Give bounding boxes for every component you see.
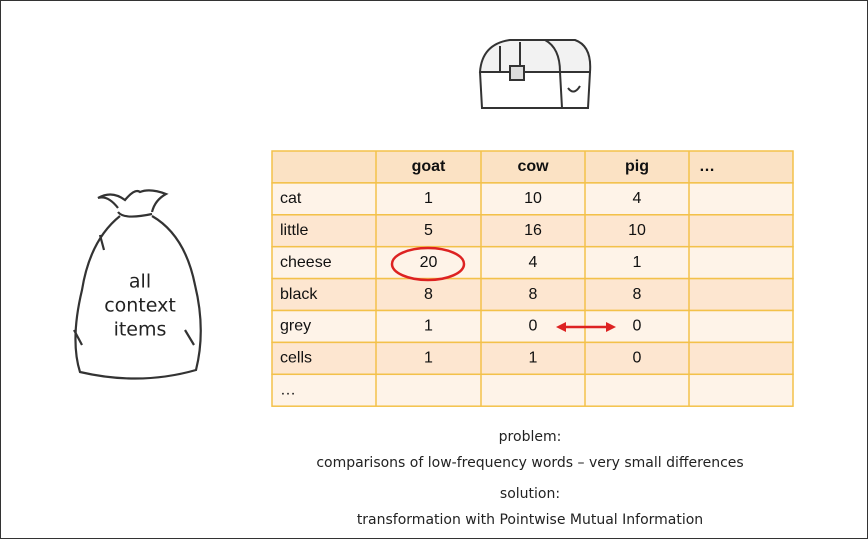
highlight-circle	[390, 246, 466, 282]
table-cell: 0	[633, 318, 642, 335]
column-header: goat	[412, 158, 446, 175]
table-cell: 1	[424, 190, 433, 207]
table-cell: 16	[524, 222, 542, 239]
column-header: pig	[625, 158, 649, 175]
table-row-bg	[271, 373, 794, 407]
problem-text: comparisons of low-frequency words – ver…	[316, 455, 743, 471]
table-cell: 1	[529, 350, 538, 367]
table-cell: 5	[424, 222, 433, 239]
solution-text: transformation with Pointwise Mutual Inf…	[357, 512, 703, 528]
table-cell: 0	[529, 318, 538, 335]
chest-icon	[478, 39, 592, 109]
table-row-bg	[271, 182, 794, 216]
table-cell: 4	[633, 190, 642, 207]
row-label: cat	[280, 190, 302, 207]
table-row-bg	[271, 150, 794, 184]
column-header: cow	[517, 158, 549, 175]
table-cell: 20	[420, 254, 438, 271]
row-label: …	[280, 381, 296, 398]
problem-title: problem:	[499, 429, 562, 445]
table-cell: 0	[633, 350, 642, 367]
bag-icon	[73, 189, 202, 380]
table-row-bg	[271, 214, 794, 248]
row-label: little	[280, 222, 309, 239]
table-row-bg	[271, 341, 794, 376]
solution-title: solution:	[500, 486, 560, 502]
table-cell: 8	[633, 286, 642, 303]
row-label: grey	[280, 318, 311, 335]
table-cell: 1	[633, 254, 642, 271]
table-cell: 1	[424, 318, 433, 335]
table-row-bg	[271, 245, 794, 280]
table-cell: 1	[424, 350, 433, 367]
table-row-bg	[271, 277, 794, 312]
comparison-arrow	[556, 322, 616, 332]
bag-label: context	[104, 295, 176, 317]
table-cell: 4	[529, 254, 538, 271]
row-label: black	[280, 286, 318, 303]
table-cell: 10	[524, 190, 542, 207]
table-cell: 8	[424, 286, 433, 303]
column-header: …	[699, 158, 715, 175]
bag-label: all	[129, 271, 151, 293]
table-cell: 10	[628, 222, 646, 239]
bag-label: items	[114, 319, 167, 341]
row-label: cheese	[280, 254, 332, 271]
row-label: cells	[280, 350, 312, 367]
table-cell: 8	[529, 286, 538, 303]
